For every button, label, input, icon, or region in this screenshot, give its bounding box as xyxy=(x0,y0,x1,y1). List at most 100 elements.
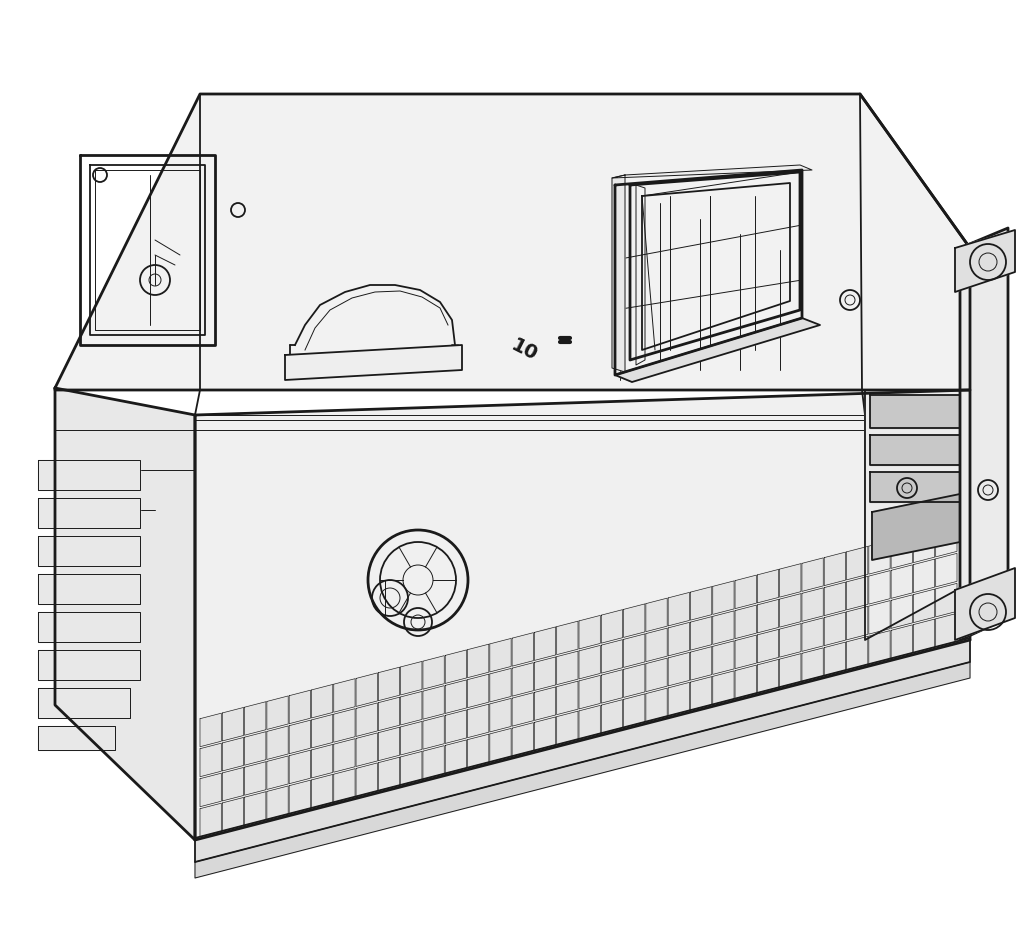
Polygon shape xyxy=(334,678,355,712)
Polygon shape xyxy=(423,716,444,749)
Polygon shape xyxy=(615,318,820,382)
Polygon shape xyxy=(378,757,399,790)
Polygon shape xyxy=(601,640,623,674)
Polygon shape xyxy=(468,734,488,768)
Polygon shape xyxy=(690,676,712,710)
Polygon shape xyxy=(802,618,823,651)
Polygon shape xyxy=(868,630,890,664)
Polygon shape xyxy=(378,697,399,731)
Polygon shape xyxy=(557,621,578,655)
Polygon shape xyxy=(489,728,511,762)
Polygon shape xyxy=(847,577,867,609)
Polygon shape xyxy=(646,658,668,691)
Polygon shape xyxy=(870,395,961,428)
Polygon shape xyxy=(285,345,462,380)
Polygon shape xyxy=(557,711,578,745)
Polygon shape xyxy=(646,598,668,632)
Polygon shape xyxy=(936,553,957,587)
Polygon shape xyxy=(289,690,310,723)
Polygon shape xyxy=(913,560,935,593)
Polygon shape xyxy=(758,599,778,633)
Polygon shape xyxy=(489,698,511,732)
Polygon shape xyxy=(200,773,221,806)
Polygon shape xyxy=(624,634,645,667)
Polygon shape xyxy=(378,667,399,701)
Polygon shape xyxy=(289,780,310,814)
Polygon shape xyxy=(512,633,534,666)
Polygon shape xyxy=(267,786,288,820)
Polygon shape xyxy=(245,732,266,765)
Polygon shape xyxy=(489,639,511,672)
Polygon shape xyxy=(356,763,378,796)
Polygon shape xyxy=(557,651,578,685)
Polygon shape xyxy=(200,743,221,777)
Polygon shape xyxy=(222,738,244,771)
Polygon shape xyxy=(936,583,957,617)
Polygon shape xyxy=(758,629,778,663)
Polygon shape xyxy=(38,650,140,680)
Polygon shape xyxy=(891,565,912,598)
Polygon shape xyxy=(195,662,970,878)
Polygon shape xyxy=(400,722,422,755)
Polygon shape xyxy=(55,94,970,390)
Polygon shape xyxy=(870,435,961,465)
Polygon shape xyxy=(535,627,556,660)
Polygon shape xyxy=(955,568,1015,640)
Polygon shape xyxy=(868,541,890,574)
Polygon shape xyxy=(601,670,623,703)
Polygon shape xyxy=(646,628,668,661)
Polygon shape xyxy=(222,768,244,801)
Polygon shape xyxy=(713,641,734,674)
Polygon shape xyxy=(690,587,712,620)
Polygon shape xyxy=(669,682,689,716)
Polygon shape xyxy=(423,656,444,690)
Polygon shape xyxy=(868,571,890,604)
Polygon shape xyxy=(891,625,912,658)
Polygon shape xyxy=(423,746,444,779)
Polygon shape xyxy=(445,650,467,684)
Polygon shape xyxy=(579,645,600,679)
Polygon shape xyxy=(713,611,734,644)
Polygon shape xyxy=(557,681,578,715)
Polygon shape xyxy=(400,752,422,785)
Polygon shape xyxy=(824,612,846,645)
Polygon shape xyxy=(735,576,757,609)
Polygon shape xyxy=(847,607,867,640)
Polygon shape xyxy=(423,686,444,719)
Polygon shape xyxy=(824,552,846,586)
Polygon shape xyxy=(311,744,333,778)
Polygon shape xyxy=(445,739,467,773)
Polygon shape xyxy=(267,755,288,789)
Polygon shape xyxy=(779,563,801,597)
Polygon shape xyxy=(535,657,556,690)
Polygon shape xyxy=(955,230,1015,292)
Polygon shape xyxy=(913,589,935,623)
Polygon shape xyxy=(245,791,266,825)
Polygon shape xyxy=(38,574,140,604)
Polygon shape xyxy=(612,175,625,372)
Polygon shape xyxy=(468,674,488,707)
Polygon shape xyxy=(445,710,467,743)
Polygon shape xyxy=(802,588,823,622)
Polygon shape xyxy=(961,228,1008,640)
Polygon shape xyxy=(334,769,355,803)
Polygon shape xyxy=(847,546,867,580)
Polygon shape xyxy=(535,687,556,721)
Polygon shape xyxy=(289,750,310,784)
Polygon shape xyxy=(913,619,935,653)
Polygon shape xyxy=(200,713,221,747)
Polygon shape xyxy=(222,798,244,831)
Polygon shape xyxy=(400,691,422,725)
Polygon shape xyxy=(669,653,689,686)
Polygon shape xyxy=(468,644,488,677)
Polygon shape xyxy=(891,535,912,568)
Polygon shape xyxy=(579,615,600,649)
Polygon shape xyxy=(195,390,970,840)
Polygon shape xyxy=(669,593,689,625)
Polygon shape xyxy=(400,661,422,695)
Polygon shape xyxy=(311,774,333,808)
Polygon shape xyxy=(669,623,689,656)
Polygon shape xyxy=(38,498,140,528)
Polygon shape xyxy=(735,605,757,639)
Polygon shape xyxy=(713,671,734,705)
